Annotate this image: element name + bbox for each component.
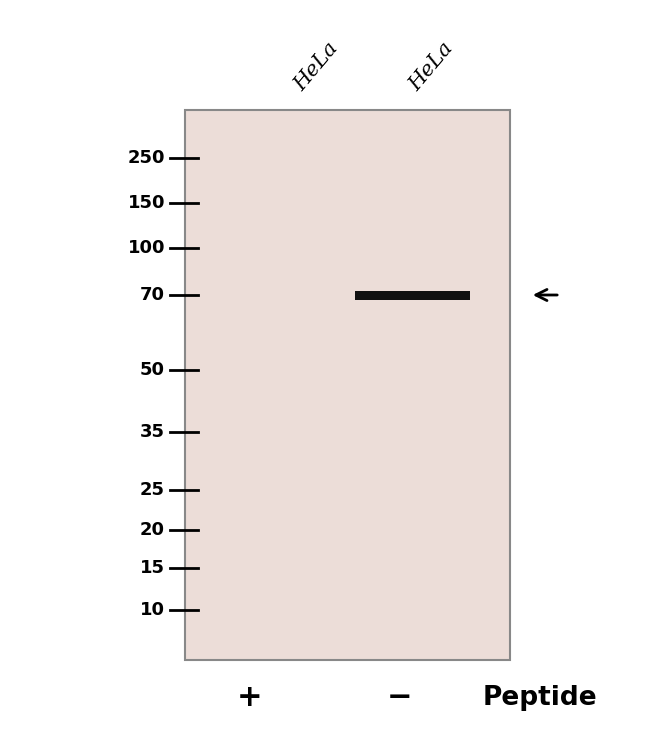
Text: 100: 100 (127, 239, 165, 257)
Text: 50: 50 (140, 361, 165, 379)
Text: −: − (387, 684, 413, 712)
Text: 20: 20 (140, 521, 165, 539)
Text: 35: 35 (140, 423, 165, 441)
Text: HeLa: HeLa (406, 39, 457, 95)
Text: Peptide: Peptide (483, 685, 597, 711)
Bar (355, 291, 470, 300)
Text: +: + (237, 684, 263, 712)
Text: 250: 250 (127, 149, 165, 167)
Text: 25: 25 (140, 481, 165, 499)
Text: HeLa: HeLa (291, 39, 342, 95)
Text: 70: 70 (140, 286, 165, 304)
Text: 150: 150 (127, 194, 165, 212)
Bar (185, 110, 510, 660)
Text: 15: 15 (140, 559, 165, 577)
Text: 10: 10 (140, 601, 165, 619)
